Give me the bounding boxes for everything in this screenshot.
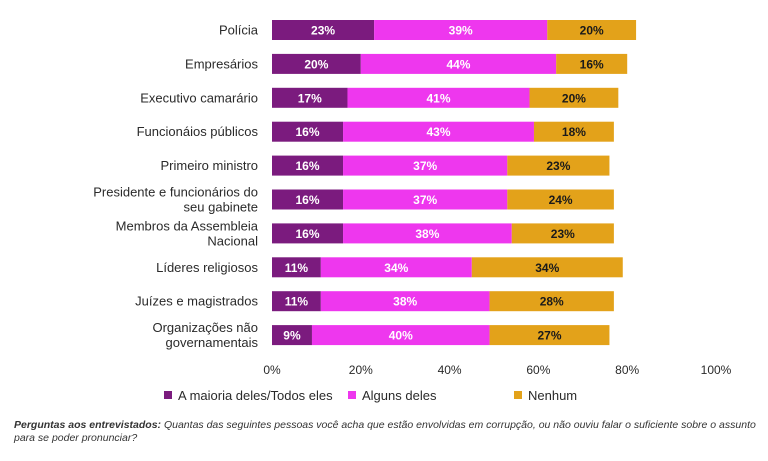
data-label: 11% bbox=[285, 261, 309, 275]
category-label: Empresários bbox=[185, 56, 258, 71]
bar-segment bbox=[272, 291, 321, 312]
bar-segment bbox=[272, 155, 344, 176]
bar-segment bbox=[533, 121, 614, 142]
data-label: 20% bbox=[580, 24, 604, 38]
category-label: Organizações não bbox=[152, 320, 258, 335]
x-tick-label: 80% bbox=[615, 363, 639, 377]
data-label: 44% bbox=[446, 57, 470, 71]
data-label: 16% bbox=[296, 227, 320, 241]
data-label: 23% bbox=[551, 227, 575, 241]
footnote-label: Perguntas aos entrevistados: bbox=[14, 419, 162, 431]
category-label: Primeiro ministro bbox=[160, 158, 258, 173]
bar-segment bbox=[507, 189, 614, 210]
data-label: 37% bbox=[413, 159, 437, 173]
bar-segment bbox=[320, 291, 490, 312]
x-tick-label: 20% bbox=[349, 363, 373, 377]
x-tick-label: 60% bbox=[526, 363, 550, 377]
data-label: 43% bbox=[426, 125, 450, 139]
bar-segment bbox=[360, 53, 557, 74]
x-tick-label: 100% bbox=[701, 363, 732, 377]
bar-segment bbox=[272, 189, 344, 210]
data-label: 16% bbox=[296, 159, 320, 173]
data-label: 34% bbox=[535, 261, 559, 275]
bar-segment bbox=[343, 223, 512, 244]
data-label: 24% bbox=[549, 193, 573, 207]
bar-segment bbox=[471, 257, 623, 278]
bar-segment bbox=[374, 20, 548, 40]
legend-label: A maioria deles/Todos eles bbox=[178, 388, 333, 403]
bar-segment bbox=[320, 257, 472, 278]
bar-segment bbox=[272, 325, 312, 346]
footnote-text: Quantas das seguintes pessoas você acha … bbox=[14, 419, 756, 444]
category-label: Membros da Assembleia bbox=[116, 218, 259, 233]
data-label: 11% bbox=[285, 295, 309, 309]
footnote: Perguntas aos entrevistados: Quantas das… bbox=[14, 419, 759, 445]
data-label: 39% bbox=[449, 24, 473, 38]
legend-label: Nenhum bbox=[528, 388, 577, 403]
data-label: 23% bbox=[311, 24, 335, 38]
bar-segment bbox=[311, 325, 490, 346]
data-label: 16% bbox=[296, 193, 320, 207]
data-label: 27% bbox=[537, 329, 561, 343]
data-label: 9% bbox=[283, 329, 301, 343]
data-label: 38% bbox=[393, 295, 417, 309]
data-label: 17% bbox=[298, 91, 322, 105]
data-label: 34% bbox=[384, 261, 408, 275]
bar-segment bbox=[343, 121, 534, 142]
data-label: 41% bbox=[426, 91, 450, 105]
category-label: seu gabinete bbox=[184, 200, 258, 215]
bar-segment bbox=[343, 155, 508, 176]
legend-swatch bbox=[164, 391, 172, 399]
category-label: Nacional bbox=[207, 233, 258, 248]
bar-segment bbox=[272, 121, 344, 142]
category-label: governamentais bbox=[166, 335, 259, 350]
data-label: 23% bbox=[546, 159, 570, 173]
category-label: Funcionáios públicos bbox=[137, 124, 259, 139]
data-label: 18% bbox=[562, 125, 586, 139]
bar-segment bbox=[507, 155, 610, 176]
data-label: 20% bbox=[562, 91, 586, 105]
data-label: 16% bbox=[580, 57, 604, 71]
data-label: 37% bbox=[413, 193, 437, 207]
category-label: Executivo camarário bbox=[140, 90, 258, 105]
data-label: 28% bbox=[540, 295, 564, 309]
bar-segment bbox=[272, 223, 344, 244]
x-tick-label: 0% bbox=[263, 363, 281, 377]
x-tick-label: 40% bbox=[438, 363, 462, 377]
bar-segment bbox=[272, 53, 361, 74]
category-label: Líderes religiosos bbox=[156, 260, 258, 275]
data-label: 38% bbox=[415, 227, 439, 241]
legend-swatch bbox=[348, 391, 356, 399]
category-label: Presidente e funcionários do bbox=[93, 185, 258, 200]
bar-segment bbox=[511, 223, 614, 244]
bar-segment bbox=[529, 87, 619, 108]
data-label: 40% bbox=[389, 329, 413, 343]
bar-segment bbox=[556, 53, 628, 74]
data-label: 16% bbox=[296, 125, 320, 139]
category-label: Polícia bbox=[219, 23, 259, 38]
category-label: Juízes e magistrados bbox=[135, 294, 258, 309]
bar-segment bbox=[272, 257, 321, 278]
bar-segment bbox=[347, 87, 530, 108]
legend-label: Alguns deles bbox=[362, 388, 437, 403]
bar-segment bbox=[272, 87, 348, 108]
bar-segment bbox=[272, 20, 375, 40]
legend-swatch bbox=[514, 391, 522, 399]
bar-segment bbox=[489, 291, 614, 312]
bar-segment bbox=[343, 189, 508, 210]
data-label: 20% bbox=[304, 57, 328, 71]
bar-segment bbox=[489, 325, 610, 346]
bar-segment bbox=[547, 20, 637, 40]
